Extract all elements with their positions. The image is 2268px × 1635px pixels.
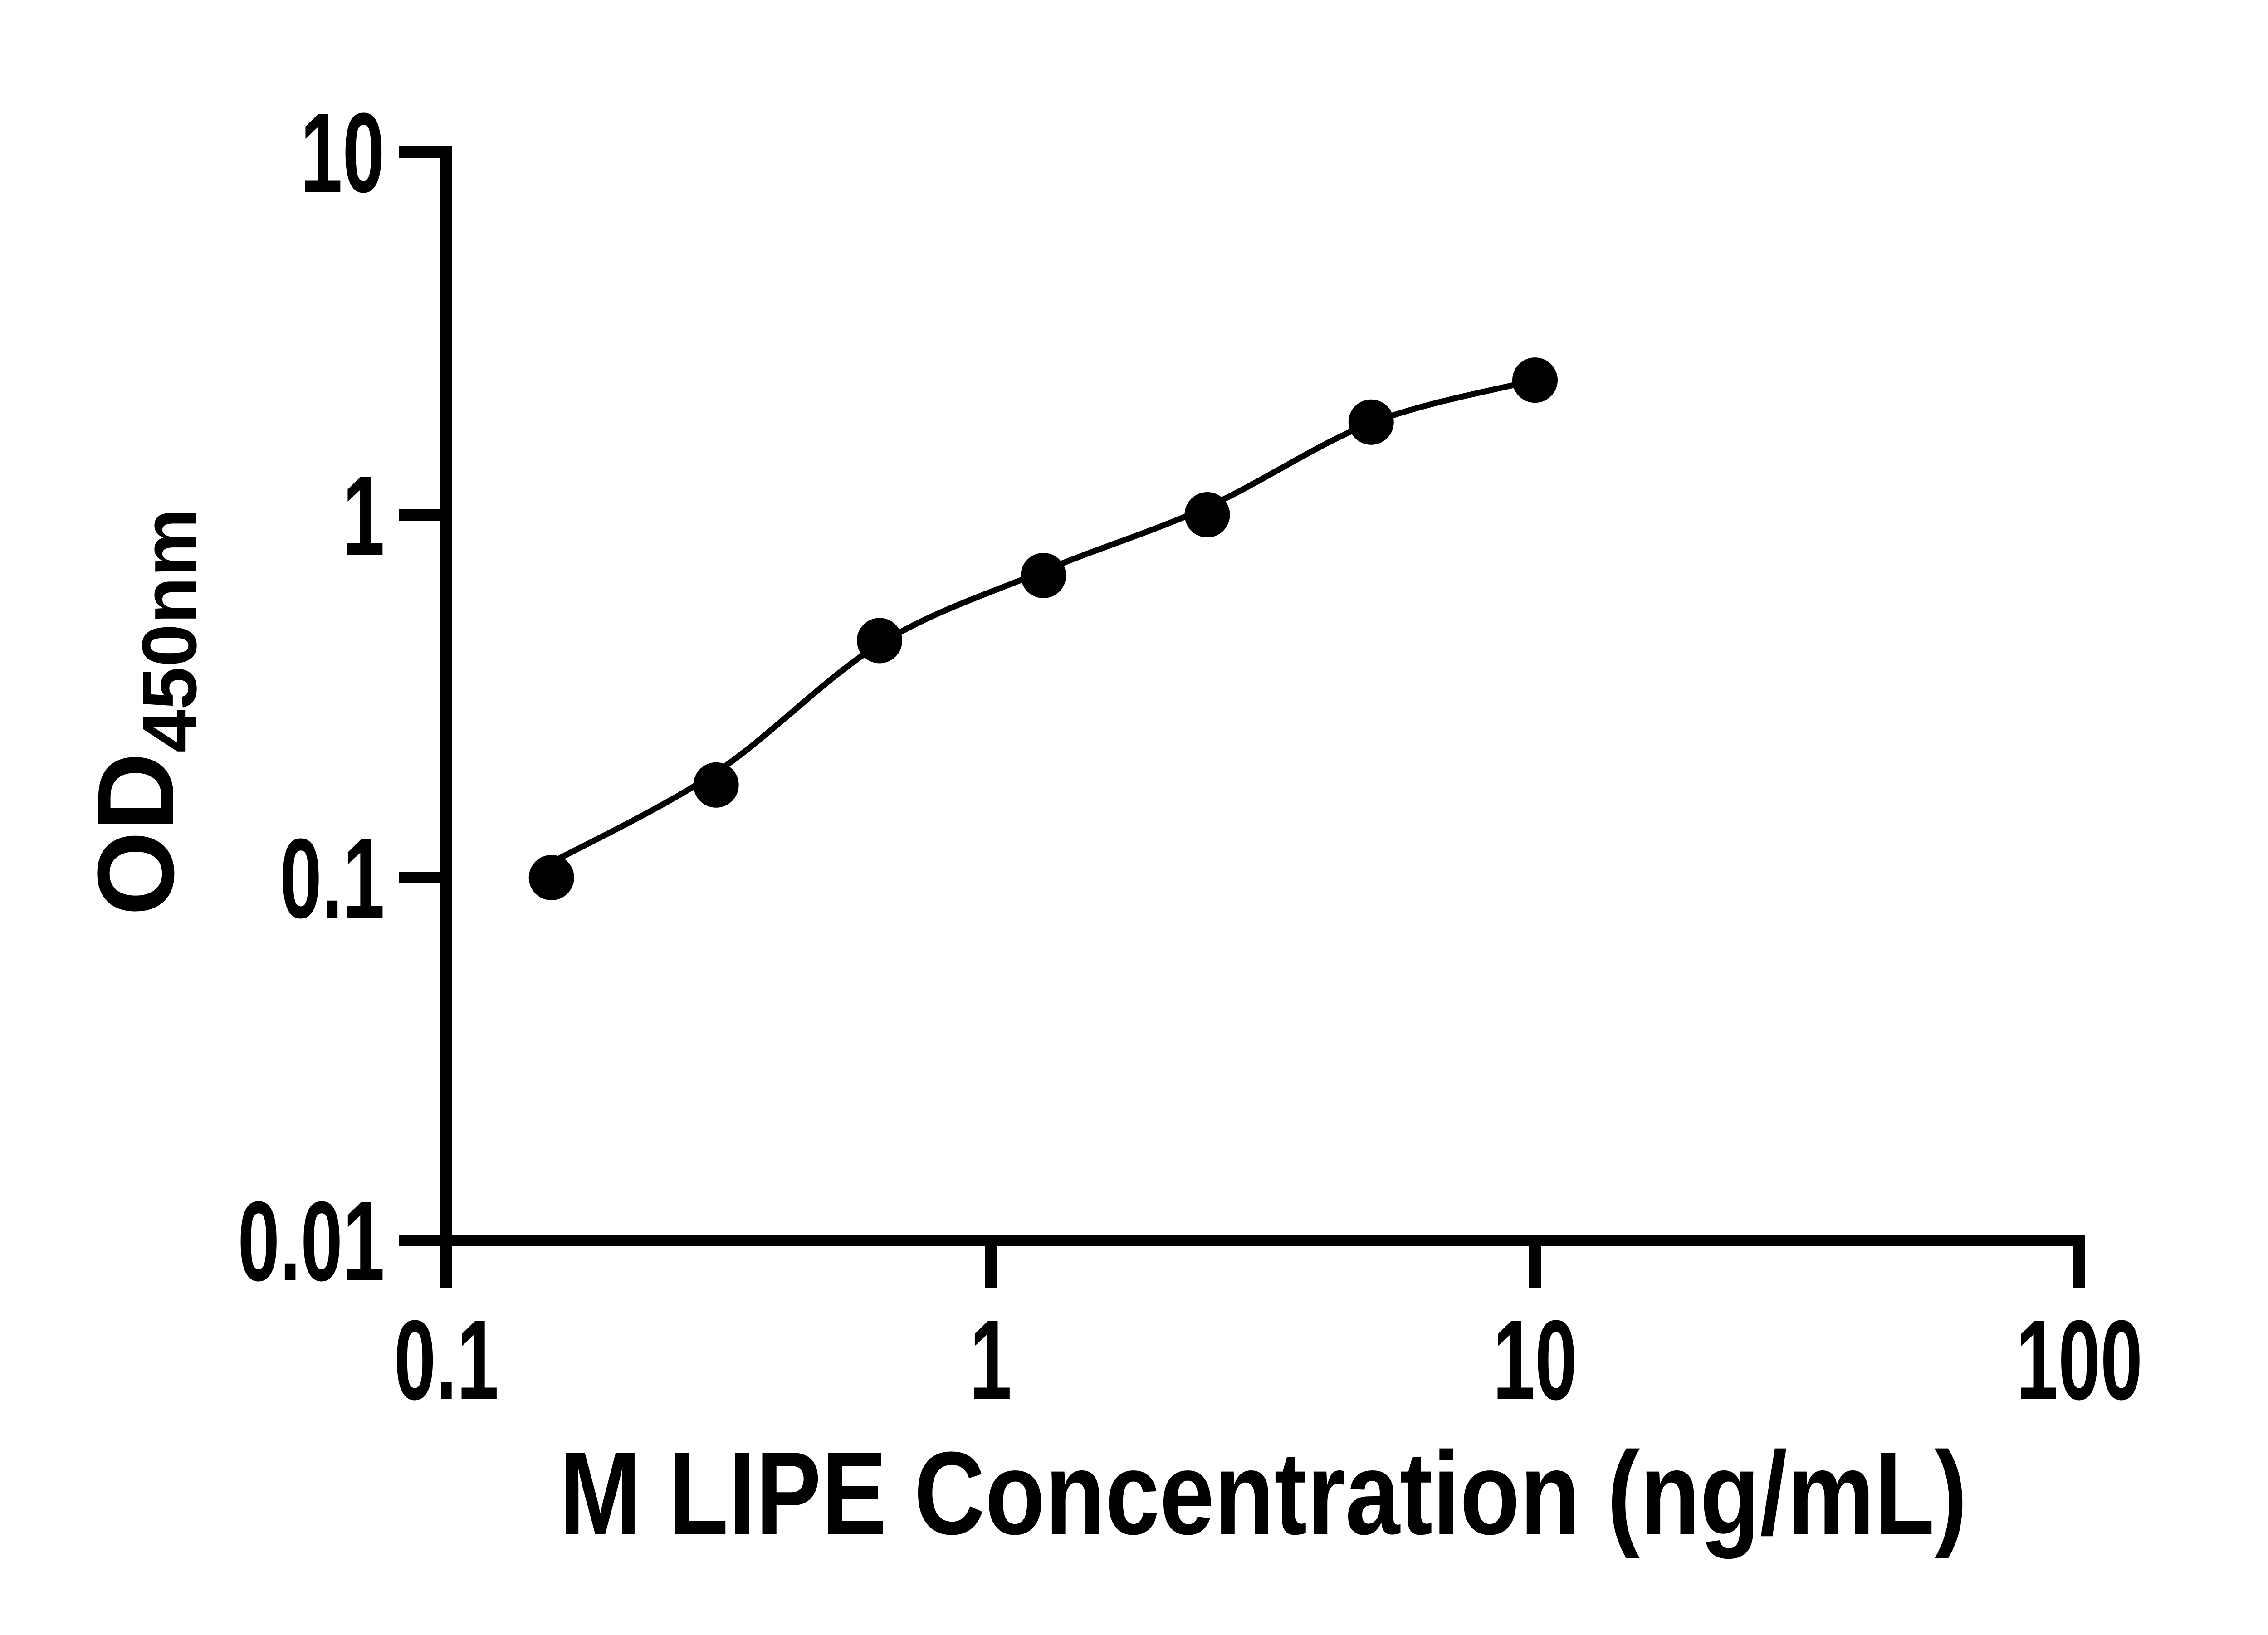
data-point-7	[1512, 357, 1558, 403]
data-point-5	[1184, 492, 1230, 537]
y-tick-label-0-1: 0.1	[280, 815, 385, 942]
x-tick-label-0-1: 0.1	[394, 1297, 499, 1423]
x-tick-label-10: 10	[1493, 1297, 1577, 1423]
data-series	[528, 357, 1558, 900]
y-ticks: 10 1 0.1 0.01	[238, 89, 446, 1304]
y-tick-label-10: 10	[300, 89, 385, 216]
data-point-2	[693, 762, 739, 808]
y-axis-title-main: OD	[75, 752, 196, 916]
x-tick-label-100: 100	[2016, 1297, 2143, 1423]
data-point-6	[1348, 399, 1394, 445]
y-tick-label-0-01: 0.01	[238, 1178, 385, 1304]
y-axis-title-subscript: 450nm	[127, 508, 213, 753]
x-axis-title: M LIPE Concentration (ng/mL)	[559, 1428, 1967, 1560]
data-point-1	[528, 855, 574, 900]
data-point-3	[857, 618, 903, 664]
y-axis-title: OD450nm	[75, 508, 213, 916]
x-ticks: 0.1 1 10 100	[394, 1240, 2143, 1423]
y-tick-label-1: 1	[342, 452, 385, 579]
x-tick-label-1: 1	[970, 1297, 1012, 1423]
data-point-4	[1021, 552, 1066, 598]
